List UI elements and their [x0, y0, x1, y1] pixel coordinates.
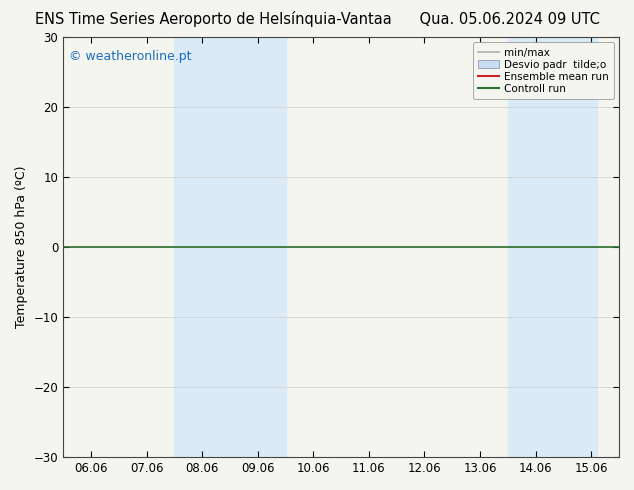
Y-axis label: Temperature 850 hPa (ºC): Temperature 850 hPa (ºC): [15, 166, 28, 328]
Legend: min/max, Desvio padr  tilde;o, Ensemble mean run, Controll run: min/max, Desvio padr tilde;o, Ensemble m…: [472, 42, 614, 99]
Bar: [174, 37, 285, 457]
Text: ENS Time Series Aeroporto de Helsínquia-Vantaa      Qua. 05.06.2024 09 UTC: ENS Time Series Aeroporto de Helsínquia-…: [35, 11, 599, 27]
Bar: [508, 37, 597, 457]
Text: © weatheronline.pt: © weatheronline.pt: [68, 50, 191, 63]
